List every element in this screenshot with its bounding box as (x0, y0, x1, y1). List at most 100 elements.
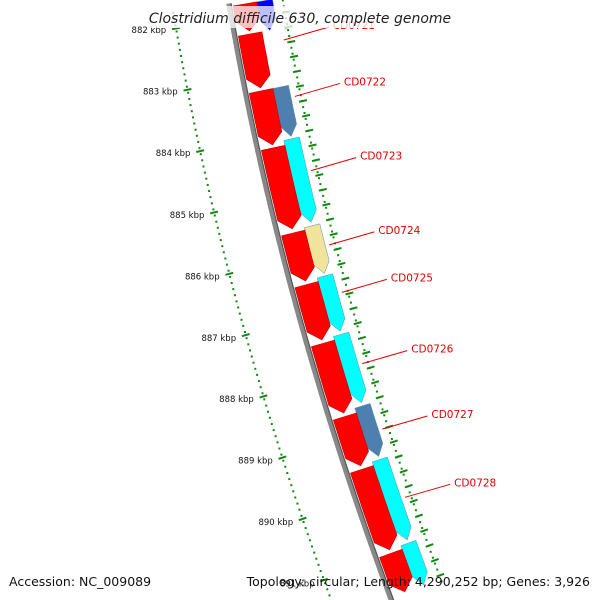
scale-tick (278, 455, 287, 460)
scale-dot (298, 508, 301, 511)
scale-tick-label: 884 kbp (156, 149, 191, 159)
scale-dot (182, 67, 185, 70)
outer-rail-tick (414, 513, 424, 519)
outer-rail-dot (331, 230, 333, 233)
scale-dot (198, 147, 201, 150)
outer-rail-dot (383, 414, 386, 417)
scale-dot (304, 527, 307, 530)
scale-dot (265, 404, 268, 407)
outer-rail-dot (379, 402, 382, 405)
scale-dot (272, 429, 275, 432)
outer-rail-tick (425, 543, 434, 548)
scale-dot (284, 465, 287, 468)
outer-rail-dot (361, 343, 364, 346)
gene-label-leader (329, 231, 375, 246)
scale-dot (208, 190, 211, 192)
scale-dot (193, 122, 196, 125)
scale-dot (313, 551, 316, 554)
outer-rail-tick (305, 128, 314, 133)
scale-dot (181, 61, 184, 64)
outer-rail-dot (385, 420, 388, 423)
scale-dot (286, 472, 289, 474)
scale-tick (209, 210, 219, 215)
forward-cds-arrow (261, 144, 302, 230)
outer-rail-dot (423, 532, 426, 535)
scale-dot (177, 42, 180, 45)
outer-rail-dot (374, 384, 377, 387)
scale-dot (259, 386, 262, 389)
outer-rail-dot (363, 349, 366, 352)
scale-dot (209, 196, 212, 199)
outer-rail-dot (358, 331, 361, 334)
outer-rail-dot (408, 491, 411, 494)
forward-cds-arrow (333, 412, 369, 467)
outer-rail-dot (354, 319, 357, 322)
gene-label: CD0727 (431, 409, 473, 421)
outer-rail-dot (316, 171, 319, 174)
gene-label: CD0724 (378, 225, 420, 237)
outer-rail-dot (293, 64, 296, 67)
outer-rail-dot (381, 408, 384, 411)
forward-cds-arrow (281, 229, 315, 282)
scale-dot (257, 380, 260, 383)
outer-rail-dot (338, 260, 341, 263)
scale-tick (298, 516, 307, 522)
outer-rail-dot (291, 52, 294, 55)
scale-dot (249, 349, 251, 352)
outer-rail-dot (337, 254, 340, 257)
outer-rail-dot (315, 165, 318, 168)
outer-rail-dot (303, 112, 306, 114)
outer-rail-dot (304, 117, 307, 120)
scale-dot (235, 300, 238, 303)
scale-dot (184, 79, 187, 82)
outer-rail-dot (323, 200, 326, 203)
outer-rail-dot (353, 313, 356, 316)
outer-rail-tick (292, 69, 302, 74)
outer-rail-dot (287, 29, 290, 32)
outer-rail-tick (362, 350, 371, 355)
gene-label-leader (310, 157, 357, 172)
outer-rail-dot (390, 438, 393, 440)
outer-rail-tick (420, 528, 429, 533)
outer-rail-dot (297, 82, 300, 85)
genome-backbone-edge (230, 3, 395, 600)
forward-cds-arrow (350, 465, 398, 551)
outer-rail-dot (429, 550, 432, 553)
scale-dot (175, 30, 178, 33)
gene-label: CD0726 (411, 344, 453, 356)
outer-rail-tick (349, 306, 358, 311)
scale-dot (183, 73, 186, 76)
scale-dot (216, 226, 219, 229)
outer-rail-dot (325, 206, 328, 209)
outer-rail-dot (309, 141, 312, 144)
gene-label-leader (362, 350, 408, 365)
outer-rail-tick (404, 483, 413, 489)
outer-rail-dot (421, 527, 424, 529)
outer-rail-dot (292, 58, 295, 61)
scale-dot (194, 128, 197, 131)
outer-rail-dot (296, 76, 299, 79)
scale-dot (315, 557, 318, 560)
outer-rail-tick (357, 335, 367, 340)
outer-rail-dot (302, 106, 305, 109)
scale-tick-label: 882 kbp (132, 26, 167, 36)
scale-dot (288, 478, 291, 481)
scale-dot (185, 85, 188, 88)
outer-rail-dot (311, 147, 314, 150)
outer-rail-tick (295, 84, 305, 88)
scale-dot (190, 110, 193, 113)
outer-rail-tick (329, 232, 338, 237)
outer-rail-dot (312, 153, 315, 156)
gene-label: CD0723 (360, 151, 402, 163)
scale-tick-label: 891 kbp (280, 580, 315, 590)
outer-rail-tick (371, 380, 380, 385)
outer-rail-dot (394, 449, 397, 452)
forward-cds-arrow (248, 88, 283, 146)
accession-text: Accession: NC_009089 (9, 574, 151, 589)
scale-dot (221, 245, 224, 248)
scale-dot (267, 410, 269, 413)
outer-rail-tick (353, 321, 362, 326)
outer-rail-tick (389, 439, 398, 444)
outer-rail-dot (419, 521, 422, 524)
